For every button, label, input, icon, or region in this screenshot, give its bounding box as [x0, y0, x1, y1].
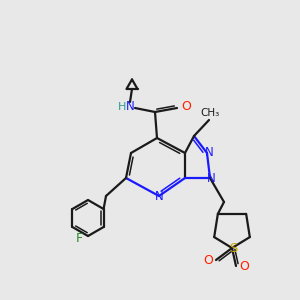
Text: N: N [205, 146, 213, 158]
Text: S: S [229, 242, 237, 254]
Text: CH₃: CH₃ [200, 108, 220, 118]
Text: N: N [126, 100, 134, 113]
Text: O: O [203, 254, 213, 268]
Text: N: N [207, 172, 215, 184]
Text: N: N [154, 190, 164, 202]
Text: O: O [181, 100, 191, 113]
Text: O: O [239, 260, 249, 274]
Text: F: F [75, 232, 82, 244]
Text: H: H [118, 102, 126, 112]
